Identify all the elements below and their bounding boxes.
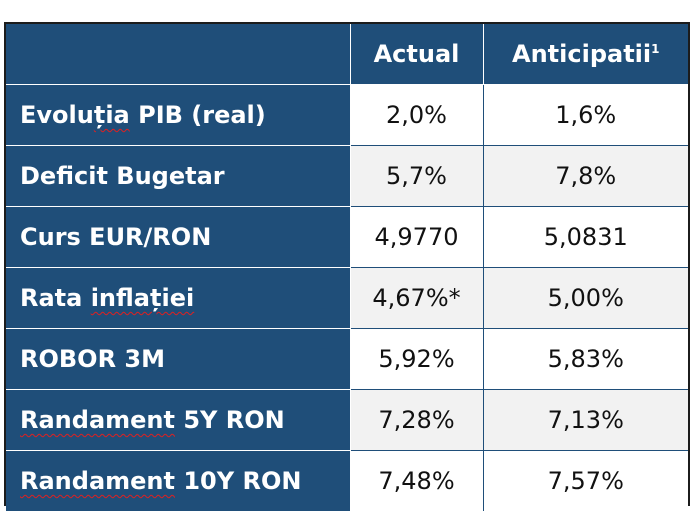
row-actual-value: 5,7% [349,145,484,207]
row-label-text: PIB (real) [129,101,266,129]
row-label: Evoluția PIB (real) [6,84,351,146]
row-label: Randament 5Y RON [6,389,351,451]
row-label-spellcheck: ția [93,101,130,129]
row-label-spellcheck: Randament [20,406,175,434]
table-row: Randament 10Y RON 7,48% 7,57% [6,450,688,511]
row-label: Deficit Bugetar [6,145,351,207]
row-anticipated-value: 7,57% [482,450,688,511]
table-row: Randament 5Y RON 7,28% 7,13% [6,389,688,451]
table-row: Rata inflației 4,67%* 5,00% [6,267,688,329]
row-label-text: Curs EUR/RON [20,223,212,251]
row-label: Rata inflației [6,267,351,329]
row-actual-value: 4,9770 [349,206,484,268]
row-anticipated-value: 7,8% [482,145,688,207]
table-row: Curs EUR/RON 4,9770 5,0831 [6,206,688,268]
header-empty-cell [6,24,351,85]
row-label-text: 5Y RON [174,406,285,434]
header-anticipated-label: Anticipatii [512,40,652,68]
row-label-text: Deficit Bugetar [20,162,225,190]
row-actual-value: 5,92% [349,328,484,390]
row-actual-value: 7,48% [349,450,484,511]
row-label: Curs EUR/RON [6,206,351,268]
header-anticipated-footnote: 1 [651,42,660,56]
indicators-table-frame: Actual Anticipatii1 Evoluția PIB (real) … [4,22,690,511]
row-label: Randament 10Y RON [6,450,351,511]
header-anticipated: Anticipatii1 [482,24,688,85]
row-label-spellcheck: inflației [90,284,195,312]
row-label-text: Evolu [20,101,94,129]
row-actual-value: 2,0% [349,84,484,146]
row-anticipated-value: 5,83% [482,328,688,390]
table-row: ROBOR 3M 5,92% 5,83% [6,328,688,390]
economic-indicators-table: Actual Anticipatii1 Evoluția PIB (real) … [6,24,688,511]
table-header-row: Actual Anticipatii1 [6,24,688,85]
table-row: Evoluția PIB (real) 2,0% 1,6% [6,84,688,146]
row-anticipated-value: 5,0831 [482,206,688,268]
row-actual-value: 4,67%* [349,267,484,329]
row-label-spellcheck: Randament [20,467,175,495]
row-label-text: Rata [20,284,91,312]
row-anticipated-value: 1,6% [482,84,688,146]
table-row: Deficit Bugetar 5,7% 7,8% [6,145,688,207]
row-label-text: 10Y RON [174,467,302,495]
header-actual: Actual [349,24,484,85]
row-label-text: ROBOR 3M [20,345,165,373]
row-actual-value: 7,28% [349,389,484,451]
row-label: ROBOR 3M [6,328,351,390]
row-anticipated-value: 5,00% [482,267,688,329]
row-anticipated-value: 7,13% [482,389,688,451]
